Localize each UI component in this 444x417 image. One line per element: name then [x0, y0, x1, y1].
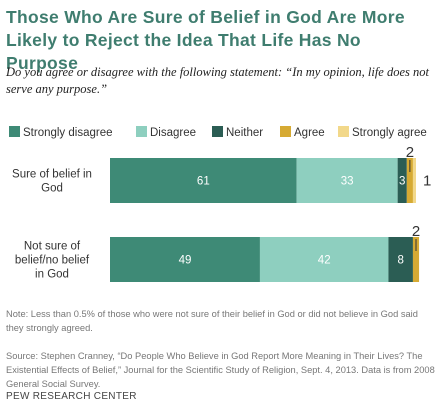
bar-segment — [296, 158, 398, 203]
legend-swatch — [338, 126, 349, 137]
data-label: 33 — [341, 176, 354, 188]
legend-swatch — [136, 126, 147, 137]
stacked-bar-chart: Strongly disagree Disagree Neither Agree Str… — [9, 126, 431, 282]
data-label: 8 — [397, 255, 403, 267]
bar-segment — [110, 158, 297, 203]
data-label: 1 — [423, 173, 431, 190]
chart-title: Those Who Are Sure of Belief in God Are … — [6, 7, 405, 73]
data-label: 3 — [399, 176, 405, 188]
chart-note: Note: Less than 0.5% of those who were n… — [6, 309, 418, 333]
bar-segment — [397, 158, 407, 203]
data-label: 2 — [412, 223, 420, 240]
data-label: 61 — [197, 176, 210, 188]
legend-swatch — [212, 126, 223, 137]
chart-subtitle: Do you agree or disagree with the follow… — [6, 65, 429, 96]
data-label: 2 — [406, 144, 414, 161]
legend-label: Strongly agree — [352, 127, 427, 139]
bar-segment — [406, 158, 413, 203]
legend-swatch — [9, 126, 20, 137]
legend-label: Neither — [226, 127, 263, 139]
chart-source: Source: Stephen Cranney, “Do People Who … — [6, 351, 435, 389]
category-label: Sure of belief in God — [12, 169, 92, 195]
bar-segment — [412, 237, 420, 282]
legend-label: Agree — [294, 127, 325, 139]
data-label: 49 — [179, 255, 192, 267]
category-label: Not sure of belief/no belief in God — [15, 241, 90, 281]
data-label: 42 — [318, 255, 331, 267]
legend-label: Disagree — [150, 127, 196, 139]
bar-segment — [388, 237, 413, 282]
bar-segment — [412, 158, 416, 203]
legend-label: Strongly disagree — [23, 127, 113, 139]
organization-name: PEW RESEARCH CENTER — [6, 391, 137, 402]
bar-segment — [259, 237, 389, 282]
bar-segment — [110, 237, 260, 282]
legend-swatch — [280, 126, 291, 137]
